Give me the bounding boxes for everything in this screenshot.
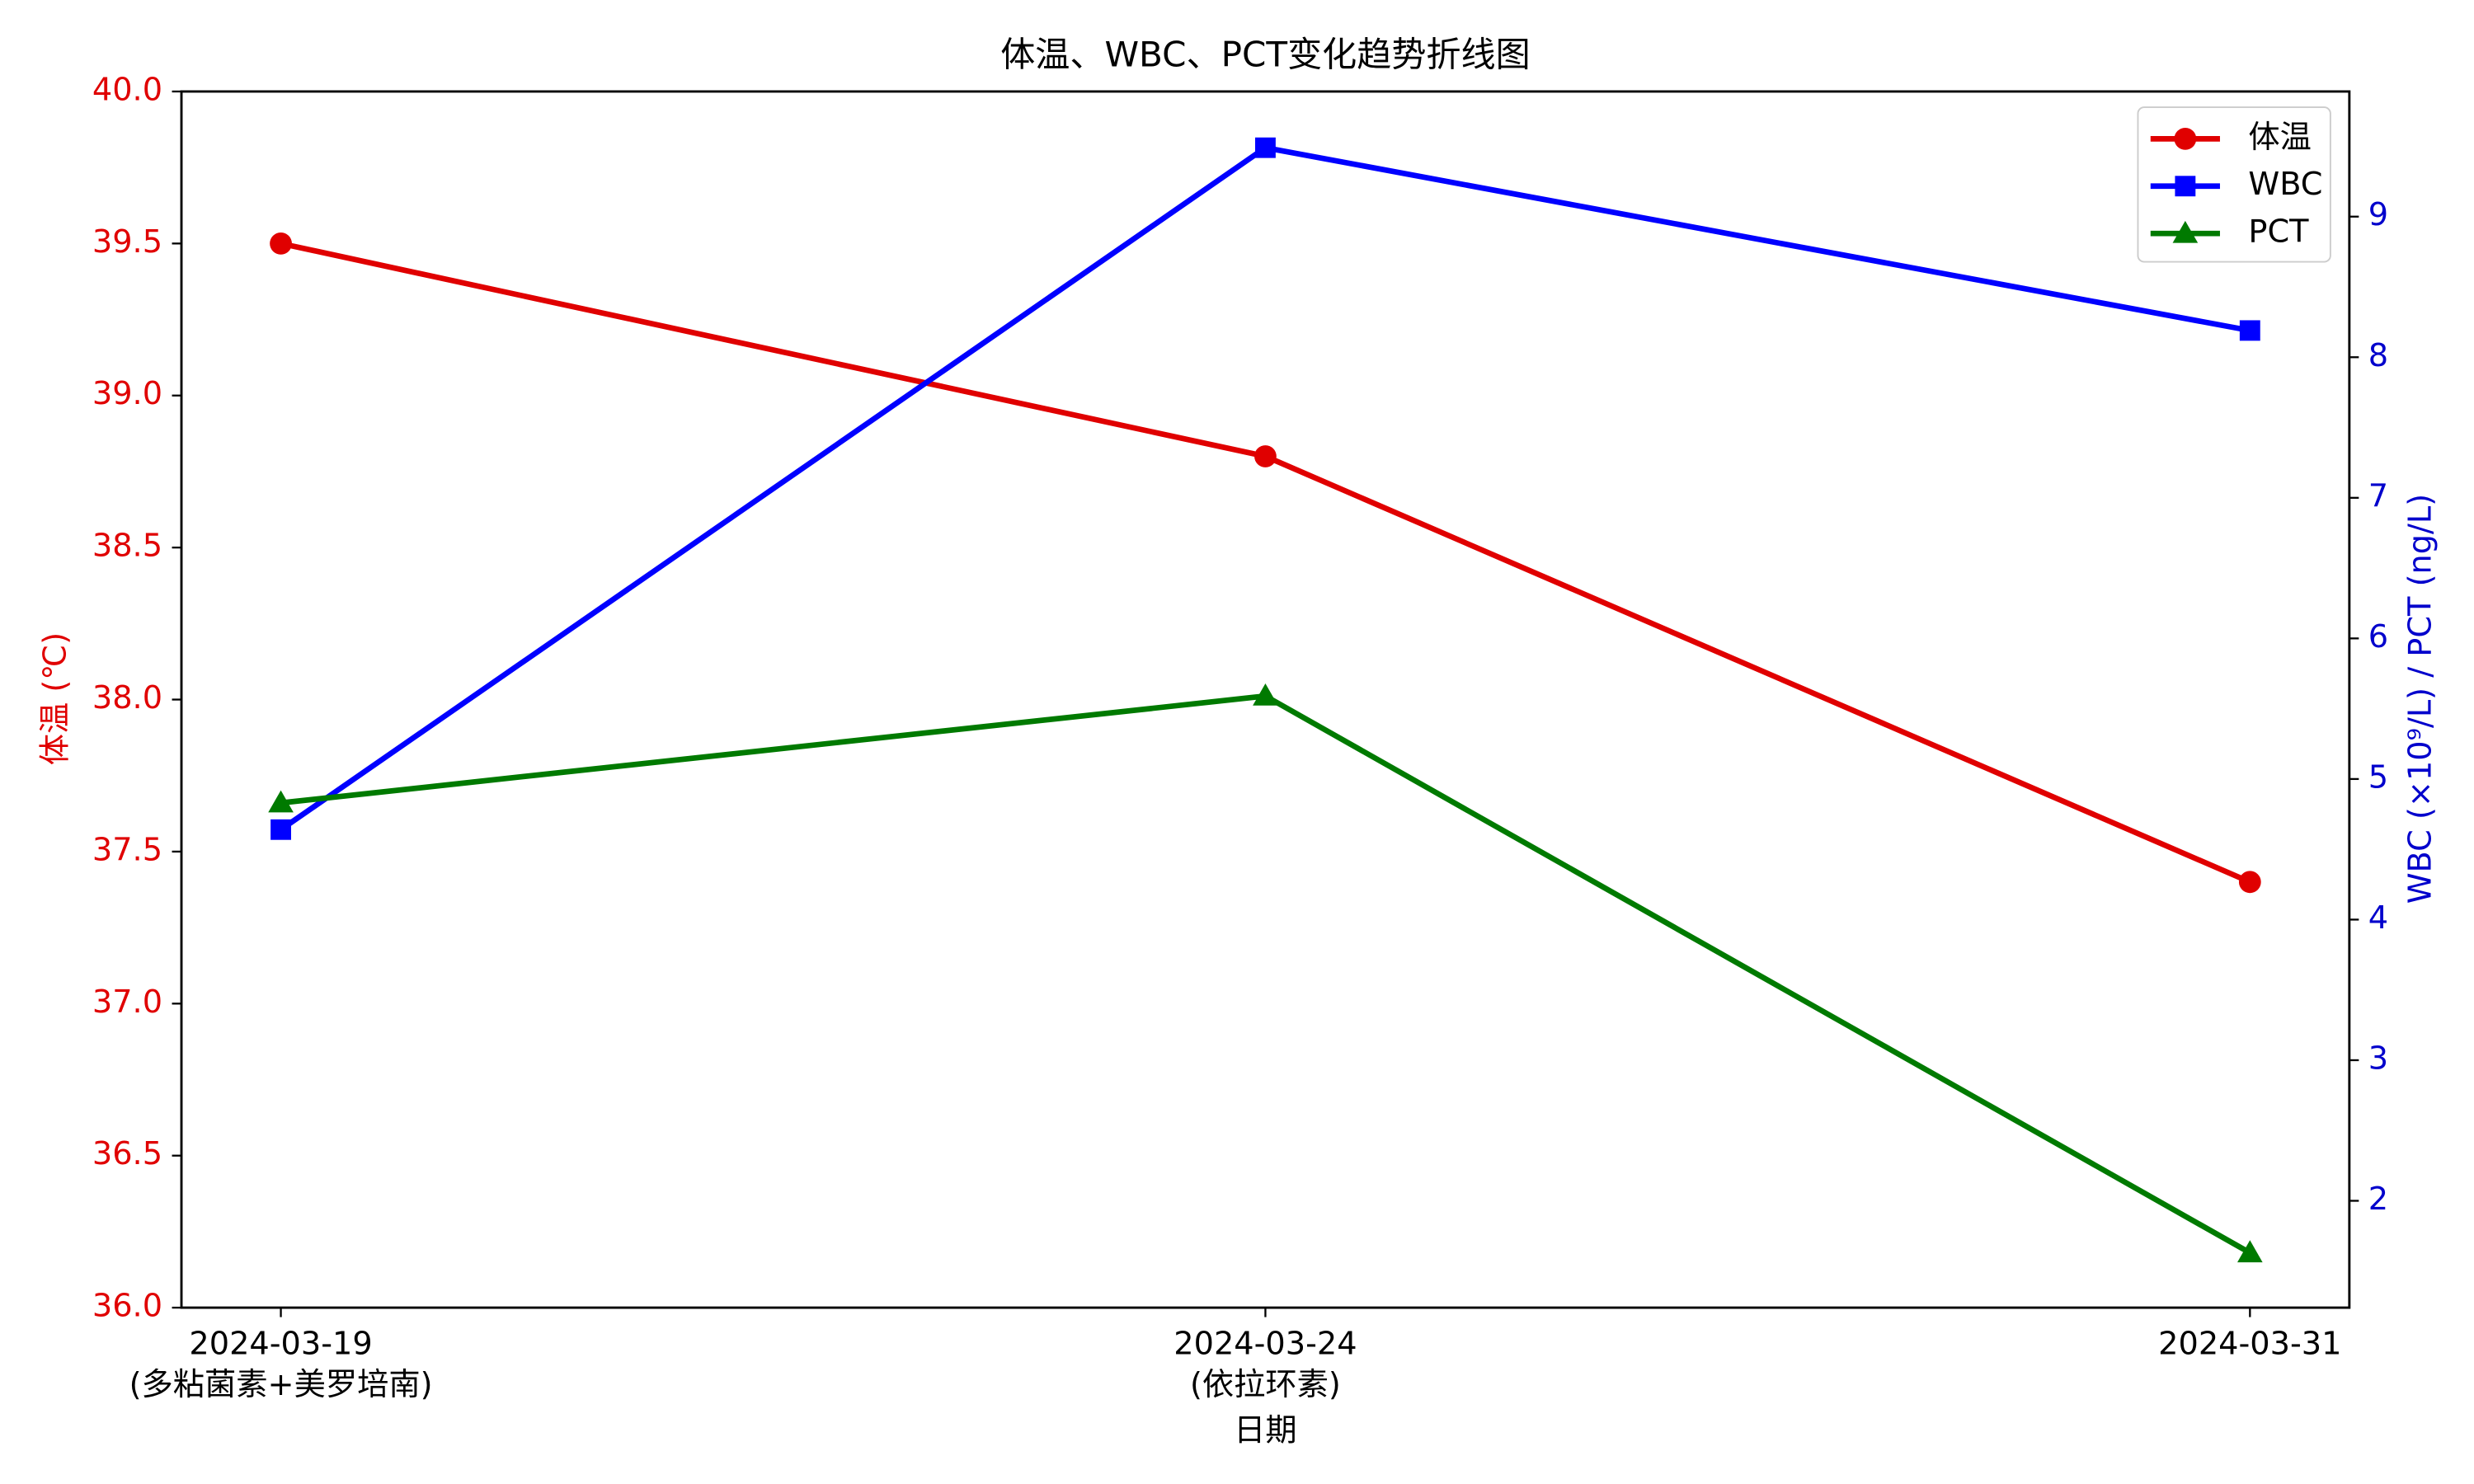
y2-tick-label: 9	[2368, 196, 2388, 233]
series-line	[280, 693, 2251, 1256]
legend-label: WBC	[2248, 166, 2322, 203]
x-tick-label: 2024-03-31	[2158, 1326, 2341, 1363]
y-tick-label: 39.0	[92, 375, 162, 412]
y-tick-label: 37.0	[92, 984, 162, 1021]
marker	[2237, 1240, 2263, 1263]
marker	[1253, 683, 1278, 706]
y-tick-label: 38.5	[92, 528, 162, 565]
marker	[2175, 176, 2196, 197]
y-tick-label: 39.5	[92, 223, 162, 261]
chart-title: 体温、WBC、PCT变化趋势折线图	[1000, 34, 1530, 74]
series-line	[279, 144, 2251, 833]
y2-tick-label: 4	[2368, 899, 2388, 937]
x-tick-note: (多粘菌素+美罗培南)	[129, 1366, 433, 1403]
y-axis-label: 体温 (℃)	[36, 632, 73, 765]
marker	[2172, 220, 2199, 243]
marker	[1254, 445, 1277, 467]
marker	[268, 790, 294, 813]
legend-label: PCT	[2248, 214, 2309, 251]
marker	[2239, 320, 2260, 341]
y-tick-label: 36.0	[92, 1288, 162, 1325]
marker	[1255, 137, 1276, 158]
y-tick-label: 38.0	[92, 679, 162, 716]
x-tick-note: (依拉环素)	[1190, 1366, 1341, 1403]
y2-axis-label: WBC (×10⁹/L) / PCT (ng/L)	[2401, 494, 2439, 904]
series-line	[280, 241, 2251, 885]
x-tick-label: 2024-03-19	[189, 1326, 372, 1363]
marker	[270, 232, 292, 255]
y2-tick-label: 6	[2368, 618, 2388, 655]
marker	[270, 819, 291, 840]
x-axis-label: 日期	[1234, 1412, 1297, 1449]
x-tick-label: 2024-03-24	[1174, 1326, 1357, 1363]
y-tick-label: 40.0	[92, 71, 162, 108]
y2-tick-label: 7	[2368, 477, 2388, 514]
marker	[2238, 871, 2261, 894]
legend-label: 体温	[2248, 119, 2312, 156]
y2-tick-label: 5	[2368, 758, 2388, 796]
y-tick-label: 36.5	[92, 1135, 162, 1172]
y2-tick-label: 8	[2368, 337, 2388, 374]
plot-frame	[180, 90, 2351, 1309]
y2-tick-label: 2	[2368, 1181, 2388, 1218]
y2-tick-label: 3	[2368, 1040, 2388, 1077]
y-tick-label: 37.5	[92, 831, 162, 868]
marker	[2174, 127, 2197, 150]
